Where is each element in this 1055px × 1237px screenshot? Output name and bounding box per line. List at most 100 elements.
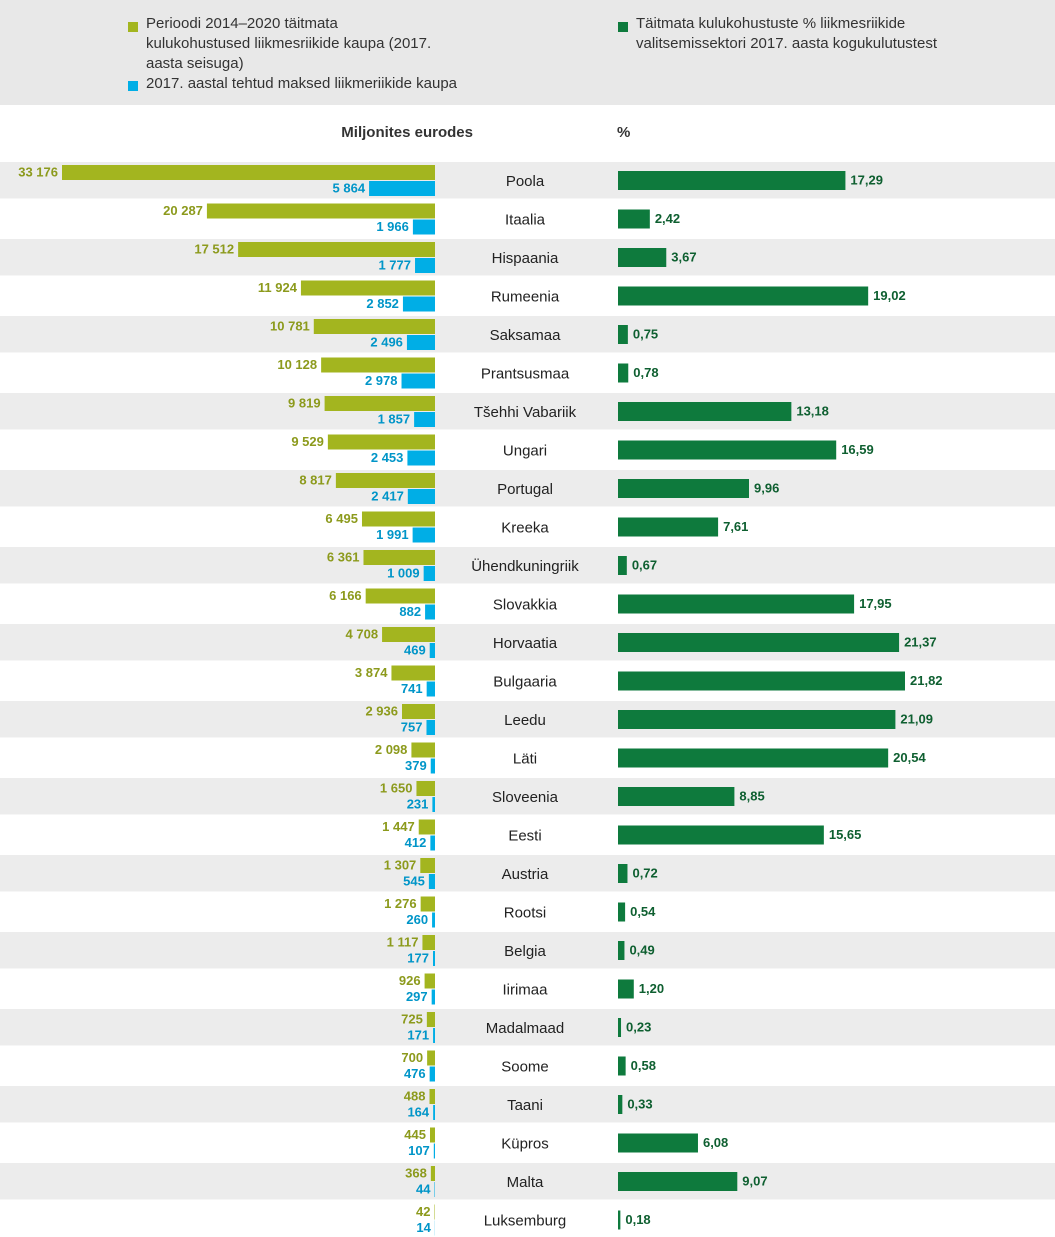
bar [414, 412, 435, 427]
value-label: 1 276 [384, 896, 417, 911]
row-band [0, 470, 1055, 507]
bar [432, 797, 435, 812]
bar [424, 973, 435, 989]
value-label: 164 [407, 1104, 429, 1119]
bar [618, 171, 846, 190]
bar [428, 874, 435, 889]
value-label: 882 [399, 604, 421, 619]
value-label: 1,20 [639, 981, 664, 996]
bar [618, 556, 627, 575]
bar [433, 1143, 435, 1159]
value-label: 21,82 [910, 673, 943, 688]
bar [412, 219, 435, 235]
value-label: 1 777 [378, 257, 411, 272]
bar [335, 473, 435, 488]
value-label: 1 009 [387, 565, 420, 580]
bar [206, 203, 435, 219]
value-label: 476 [404, 1066, 426, 1081]
bar [618, 941, 625, 960]
bar [618, 1210, 621, 1230]
category-label: Slovakkia [493, 596, 558, 613]
value-label: 13,18 [796, 403, 829, 418]
value-label: 3,67 [671, 249, 696, 264]
value-label: 0,67 [632, 557, 657, 572]
bar [416, 781, 435, 796]
category-label: Soome [501, 1058, 549, 1075]
value-label: 700 [401, 1050, 423, 1065]
row-band [0, 393, 1055, 430]
row-band [0, 585, 1055, 622]
category-label: Itaalia [505, 211, 546, 228]
bar [427, 1050, 435, 1066]
value-label: 368 [405, 1165, 427, 1180]
bar [238, 242, 435, 257]
bar [618, 248, 667, 267]
axis-label: % [617, 124, 630, 141]
value-label: 17,29 [850, 172, 883, 187]
category-label: Poola [506, 173, 545, 190]
value-label: 9 529 [291, 434, 324, 449]
value-label: 19,02 [873, 288, 906, 303]
category-label: Tšehhi Vabariik [474, 404, 577, 421]
bar [429, 1066, 435, 1082]
category-label: Hispaania [492, 250, 559, 267]
value-label: 2 453 [371, 450, 404, 465]
value-label: 2,42 [655, 211, 680, 226]
category-label: Ühendkuningriik [471, 557, 579, 575]
bar [407, 489, 435, 504]
row-band [0, 970, 1055, 1007]
bar [618, 209, 650, 229]
value-label: 412 [405, 835, 427, 850]
value-label: 6 166 [329, 588, 362, 603]
value-label: 7,61 [723, 519, 748, 534]
bar [430, 758, 435, 774]
row-band [0, 547, 1055, 584]
bar [618, 1095, 623, 1114]
value-label: 1 117 [387, 934, 419, 949]
value-label: 469 [404, 642, 426, 657]
value-label: 297 [406, 989, 428, 1004]
bar [432, 912, 435, 928]
bar [415, 258, 435, 273]
bar [618, 748, 889, 768]
category-label: Eesti [508, 827, 541, 844]
bar [422, 935, 435, 950]
value-label: 926 [399, 973, 421, 988]
bar [313, 319, 435, 334]
value-label: 1 991 [376, 527, 409, 542]
value-label: 44 [416, 1181, 431, 1196]
bar [420, 858, 435, 873]
bar [425, 604, 435, 620]
value-label: 8 817 [299, 472, 332, 487]
category-label: Rootsi [504, 904, 547, 921]
value-label: 0,75 [633, 326, 658, 341]
value-label: 1 650 [380, 780, 413, 795]
legend-swatch [128, 22, 138, 32]
row-band [0, 778, 1055, 815]
row-band [0, 816, 1055, 853]
value-label: 16,59 [841, 442, 874, 457]
value-label: 6,08 [703, 1135, 728, 1150]
row-band [0, 1086, 1055, 1123]
category-label: Portugal [497, 481, 553, 498]
category-label: Küpros [501, 1135, 549, 1152]
category-label: Luksemburg [484, 1212, 567, 1229]
value-label: 21,09 [900, 711, 933, 726]
bar [423, 566, 435, 581]
bar [401, 704, 435, 719]
row-band [0, 200, 1055, 237]
legend-swatch [618, 22, 628, 32]
value-label: 2 936 [365, 703, 398, 718]
bar [618, 594, 855, 614]
bar [365, 588, 435, 604]
row-band [0, 431, 1055, 468]
value-label: 3 874 [355, 665, 388, 680]
legend-entry: Perioodi 2014–2020 täitmata kulukohustus… [146, 15, 432, 72]
value-label: 1 307 [384, 857, 417, 872]
bar [420, 896, 435, 912]
bar [401, 373, 435, 389]
value-label: 1 857 [378, 411, 411, 426]
value-label: 260 [406, 912, 428, 927]
value-label: 0,23 [626, 1019, 651, 1034]
